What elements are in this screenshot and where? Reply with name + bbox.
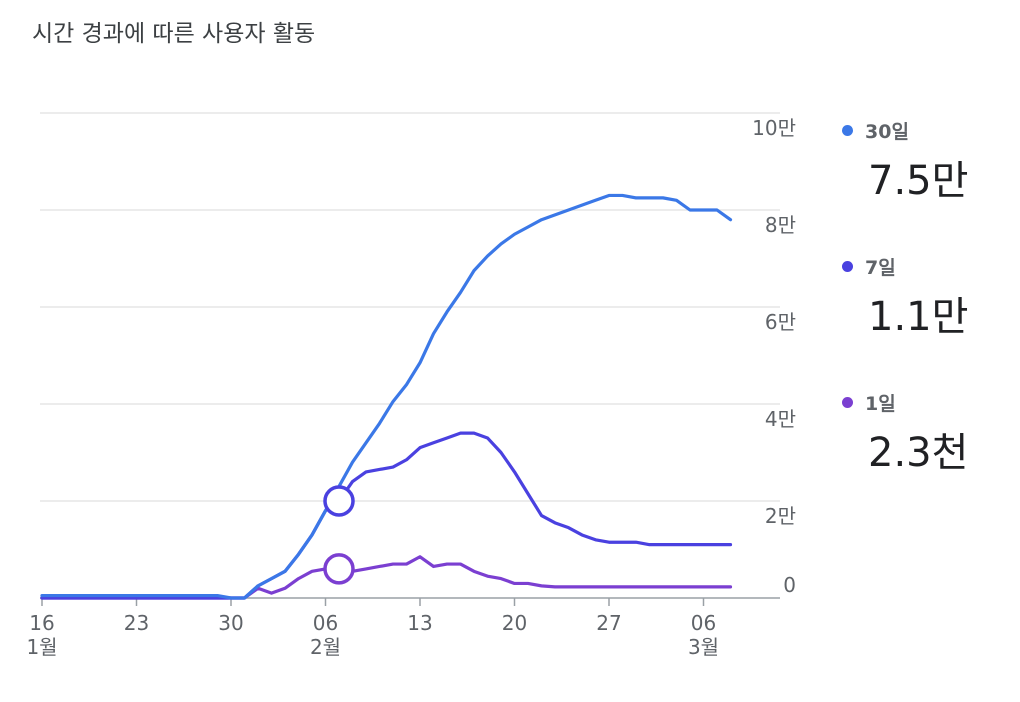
series-line-1일 xyxy=(40,555,733,600)
legend-item: 1일 2.3천 xyxy=(842,389,968,478)
legend-item: 7일 1.1만 xyxy=(842,253,968,342)
y-tick-label: 4만 xyxy=(765,407,796,431)
x-tick-label: 06 xyxy=(313,611,338,635)
legend-value: 7.5만 xyxy=(868,158,969,204)
x-tick-label: 16 xyxy=(29,611,54,635)
legend-value: 1.1만 xyxy=(868,294,969,340)
legend-header: 1일 xyxy=(842,389,968,416)
x-tick-month-label: 3월 xyxy=(688,635,719,659)
highlight-point xyxy=(323,553,355,585)
y-tick-label: 8만 xyxy=(765,213,796,237)
legend-dot-icon xyxy=(842,125,853,136)
x-tick-label: 30 xyxy=(218,611,243,635)
y-tick-label: 10만 xyxy=(752,116,796,140)
legend-value: 2.3천 xyxy=(868,430,969,476)
legend-dot-icon xyxy=(842,397,853,408)
highlight-point xyxy=(323,485,355,517)
x-tick-label: 13 xyxy=(407,611,432,635)
legend-label: 1일 xyxy=(865,393,896,415)
legend-header: 7일 xyxy=(842,253,968,280)
legend-header: 30일 xyxy=(842,117,968,144)
legend-dot-icon xyxy=(842,261,853,272)
legend-label: 7일 xyxy=(865,257,896,279)
x-tick-month-label: 2월 xyxy=(310,635,341,659)
y-tick-label: 6만 xyxy=(765,310,796,334)
y-tick-label: 0 xyxy=(783,573,796,597)
x-tick-label: 23 xyxy=(124,611,149,635)
x-tick-label: 20 xyxy=(502,611,527,635)
page-title: 시간 경과에 따른 사용자 활동 xyxy=(32,21,316,47)
legend-item: 30일 7.5만 xyxy=(842,117,968,206)
x-tick-label: 27 xyxy=(596,611,621,635)
series-line-7일 xyxy=(40,431,733,600)
y-tick-label: 2만 xyxy=(765,504,796,528)
x-tick-month-label: 1월 xyxy=(26,635,57,659)
x-tick-label: 06 xyxy=(691,611,716,635)
legend-label: 30일 xyxy=(865,121,909,143)
series-line-30일 xyxy=(40,193,733,600)
